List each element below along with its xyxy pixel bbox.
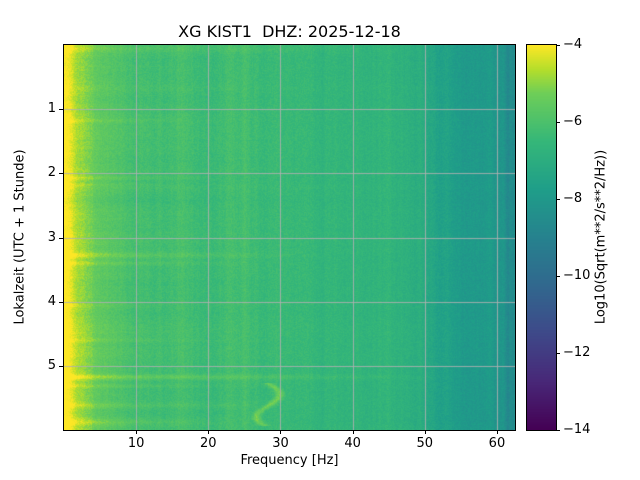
y-tick-mark (59, 301, 63, 303)
x-tick-mark (352, 430, 354, 434)
y-tick-label: 5 (47, 357, 56, 373)
x-axis-label: Frequency [Hz] (240, 453, 339, 468)
x-tick-label: 20 (200, 436, 217, 451)
x-tick-label: 10 (127, 436, 145, 451)
y-tick-label: 2 (47, 165, 56, 181)
colorbar-tick-mark (556, 276, 560, 277)
x-tick-label: 50 (416, 436, 434, 451)
colorbar-tick-mark (556, 199, 560, 200)
colorbar-tick-mark (556, 122, 560, 123)
y-tick-mark (59, 237, 63, 239)
colorbar-label: Log10(Sqrt(m**2/s**2/Hz)) (593, 149, 609, 325)
x-tick-label: 60 (488, 436, 506, 451)
y-tick-mark (59, 173, 63, 175)
x-tick-mark (424, 430, 426, 434)
plot-area (63, 44, 516, 431)
x-tick-mark (136, 430, 138, 434)
y-tick-mark (59, 109, 63, 111)
colorbar-tick-label: −4 (563, 37, 583, 52)
colorbar-canvas (527, 45, 556, 430)
y-tick-label: 1 (47, 101, 56, 117)
colorbar (526, 44, 557, 431)
colorbar-tick-label: −12 (563, 345, 591, 360)
x-tick-mark (496, 430, 498, 434)
colorbar-tick-label: −14 (563, 422, 591, 437)
spectrogram-canvas (64, 45, 515, 430)
x-tick-label: 40 (344, 436, 361, 451)
x-tick-label: 30 (272, 436, 289, 451)
colorbar-tick-label: −8 (563, 191, 583, 206)
y-tick-label: 4 (47, 293, 56, 309)
colorbar-tick-label: −10 (563, 268, 591, 283)
x-tick-mark (208, 430, 210, 434)
colorbar-tick-mark (556, 353, 560, 354)
colorbar-tick-mark (556, 430, 560, 431)
y-tick-label: 3 (47, 229, 56, 245)
x-tick-mark (280, 430, 282, 434)
colorbar-tick-label: −6 (563, 114, 583, 129)
chart-title: XG KIST1 DHZ: 2025-12-18 (178, 22, 401, 41)
y-tick-mark (59, 365, 63, 367)
colorbar-tick-mark (556, 45, 560, 46)
